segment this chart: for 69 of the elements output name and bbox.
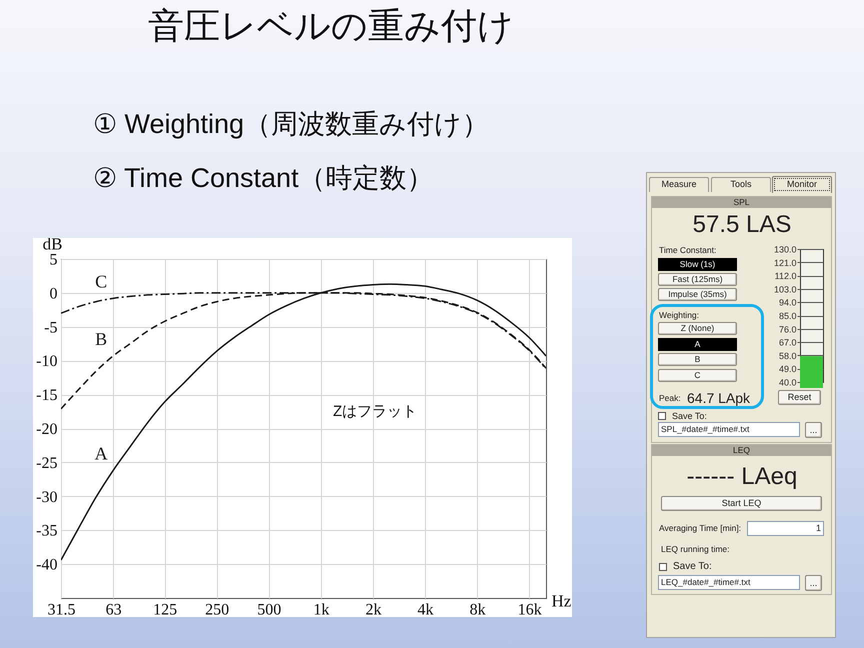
chart-title: SPL: [733, 197, 750, 208]
text: Save To:: [672, 410, 707, 420]
x-tick-label: 31.5: [48, 602, 76, 618]
x-tick-label: 4k: [418, 602, 434, 618]
text: 64.7 LApk: [687, 390, 750, 406]
x-tick-label: 250: [205, 602, 230, 618]
text: Z (None): [680, 323, 714, 334]
y-axis-title: dB: [42, 234, 62, 254]
text: B: [694, 354, 700, 364]
text: Reset: [788, 392, 812, 402]
text: ① Weighting（周波数重み付け）: [93, 109, 490, 139]
y-tick-label: 58.0: [778, 350, 796, 361]
x-tick-label: 500: [257, 602, 282, 618]
text: Time Constant:: [659, 244, 716, 255]
y-tick-label: 112.0: [774, 271, 796, 282]
y-tick-label: 0: [50, 285, 58, 302]
x-tick-label: 2k: [365, 602, 382, 618]
x-tick-label: 16k: [518, 602, 542, 618]
text: LEQ running time:: [661, 544, 730, 554]
y-tick-label: -35: [36, 522, 58, 540]
text: Weighting:: [659, 310, 700, 320]
series-label: C: [95, 271, 108, 292]
y-tick-label: -30: [36, 488, 58, 506]
text: SPL_#date#_#time#.txt: [661, 424, 750, 434]
text: Impulse (35ms): [668, 289, 727, 300]
text: Slow (1s): [680, 259, 716, 270]
y-tick-label: 103.0: [774, 284, 796, 294]
text: LEQ: [732, 445, 750, 456]
chart-title: 音圧レベルの重み付け: [148, 5, 514, 46]
x-tick-label: 63: [106, 602, 122, 618]
y-tick-label: 67.0: [778, 338, 796, 348]
text: Start LEQ: [722, 498, 762, 508]
y-tick-label: 94.0: [778, 298, 796, 308]
y-tick-label: 49.0: [778, 364, 796, 374]
series-label: B: [95, 328, 108, 349]
text: ...: [810, 578, 818, 588]
series-label: A: [94, 444, 108, 464]
y-tick-label: -20: [36, 421, 58, 438]
y-tick-label: 130.0: [774, 244, 796, 254]
text: Save To:: [673, 561, 712, 572]
y-tick-label: -15: [36, 387, 58, 404]
text: ② Time Constant（時定数）: [93, 163, 434, 193]
y-tick-label: 5: [50, 252, 58, 268]
text: Tools: [730, 179, 752, 189]
x-tick-label: 8k: [470, 602, 486, 618]
y-tick-label: -40: [36, 556, 58, 574]
text: Peak:: [659, 392, 681, 403]
text: ...: [810, 424, 818, 434]
x-axis-title: Hz: [552, 592, 572, 610]
y-tick-label: 121.0: [774, 258, 796, 268]
text: C: [694, 370, 701, 380]
text: Measure: [661, 179, 696, 189]
text: Averaging Time [min]:: [659, 522, 742, 533]
x-tick-label: 1k: [313, 602, 330, 618]
text: A: [694, 339, 700, 350]
y-tick-label: -10: [36, 353, 58, 370]
text: LEQ_#date#_#time#.txt: [661, 577, 750, 588]
y-tick-label: -5: [44, 319, 58, 336]
text: 1: [816, 523, 821, 533]
text: ------ LAeq: [686, 463, 798, 490]
x-tick-label: 125: [153, 602, 178, 618]
y-tick-label: -25: [36, 454, 58, 472]
text: Monitor: [786, 179, 817, 189]
text: 57.5 LAS: [692, 211, 792, 238]
y-tick-label: 85.0: [778, 311, 796, 321]
annotation: Zはフラット: [333, 403, 418, 420]
y-tick-label: 76.0: [778, 324, 796, 334]
y-tick-label: 40.0: [778, 378, 796, 388]
text: Fast (125ms): [672, 274, 723, 284]
